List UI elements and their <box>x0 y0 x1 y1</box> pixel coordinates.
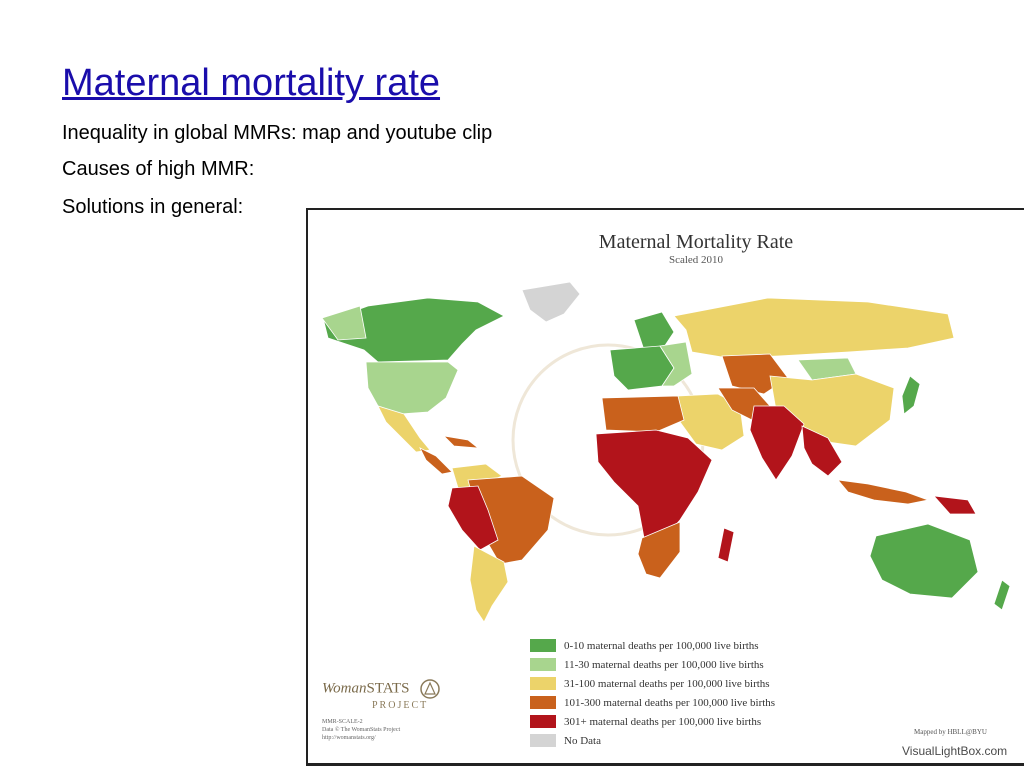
region-peru-bolivia <box>447 485 499 551</box>
region-indonesia <box>837 479 930 505</box>
bullet-solutions: Solutions in general: <box>62 196 244 218</box>
map-credits: MMR-SCALE-2 Data © The WomanStats Projec… <box>322 718 400 742</box>
region-south-asia <box>749 405 805 481</box>
region-new-zealand <box>993 579 1011 611</box>
legend-item: 31-100 maternal deaths per 100,000 live … <box>530 674 775 693</box>
legend-swatch <box>530 696 556 709</box>
logo-emblem-icon <box>420 679 440 699</box>
logo-name-prefix: Woman <box>322 680 367 697</box>
legend-label: 0-10 maternal deaths per 100,000 live bi… <box>564 639 759 652</box>
credit-line: MMR-SCALE-2 <box>322 719 363 725</box>
region-australia <box>869 523 979 599</box>
region-central-america <box>419 447 453 475</box>
legend-label: 11-30 maternal deaths per 100,000 live b… <box>564 658 764 671</box>
region-middle-east <box>677 393 745 451</box>
region-canada <box>323 297 505 363</box>
region-greenland <box>521 281 581 323</box>
map-legend: 0-10 maternal deaths per 100,000 live bi… <box>530 636 775 750</box>
legend-item: 11-30 maternal deaths per 100,000 live b… <box>530 655 775 674</box>
logo-name-suffix: STATS <box>366 680 410 697</box>
womanstats-logo: WomanSTATS PROJECT <box>322 678 441 711</box>
legend-item: 0-10 maternal deaths per 100,000 live bi… <box>530 636 775 655</box>
bullet-inequality: Inequality in global MMRs: map and youtu… <box>62 122 493 144</box>
legend-swatch <box>530 677 556 690</box>
legend-item: No Data <box>530 731 775 750</box>
credit-line: Data © The WomanStats Project <box>322 727 401 733</box>
legend-label: 101-300 maternal deaths per 100,000 live… <box>564 696 776 709</box>
legend-item: 301+ maternal deaths per 100,000 live bi… <box>530 712 775 731</box>
region-north-africa <box>601 395 685 433</box>
bullet-causes: Causes of high MMR: <box>62 158 255 180</box>
logo-project-text: PROJECT <box>372 700 429 711</box>
legend-label: No Data <box>564 734 601 747</box>
region-russia <box>673 297 955 359</box>
legend-label: 31-100 maternal deaths per 100,000 live … <box>564 677 770 690</box>
legend-swatch <box>530 658 556 671</box>
region-madagascar <box>717 527 735 563</box>
legend-swatch <box>530 734 556 747</box>
visuallightbox-watermark: VisualLightBox.com <box>902 744 1008 758</box>
mapped-by-credit: Mapped by HBLL@BYU <box>914 728 987 736</box>
region-eastern-europe <box>659 341 693 387</box>
legend-item: 101-300 maternal deaths per 100,000 live… <box>530 693 775 712</box>
credit-line: http://womanstats.org/ <box>322 735 376 741</box>
legend-label: 301+ maternal deaths per 100,000 live bi… <box>564 715 762 728</box>
map-subtitle: Scaled 2010 <box>668 254 724 266</box>
region-southern-cone <box>469 545 509 623</box>
region-usa <box>365 361 459 415</box>
region-alaska <box>321 305 367 341</box>
legend-swatch <box>530 639 556 652</box>
slide-title-link[interactable]: Maternal mortality rate <box>62 62 441 104</box>
map-image-frame[interactable]: Maternal Mortality Rate Scaled 2010 0-10… <box>306 208 1024 766</box>
world-map <box>321 281 1011 623</box>
region-papua <box>933 495 977 515</box>
map-title: Maternal Mortality Rate <box>598 231 794 253</box>
region-southeast-asia <box>801 425 843 477</box>
region-sub-saharan-africa <box>595 429 713 539</box>
region-japan <box>901 375 921 415</box>
legend-swatch <box>530 715 556 728</box>
region-southern-africa <box>637 521 681 579</box>
region-caribbean <box>442 435 480 449</box>
